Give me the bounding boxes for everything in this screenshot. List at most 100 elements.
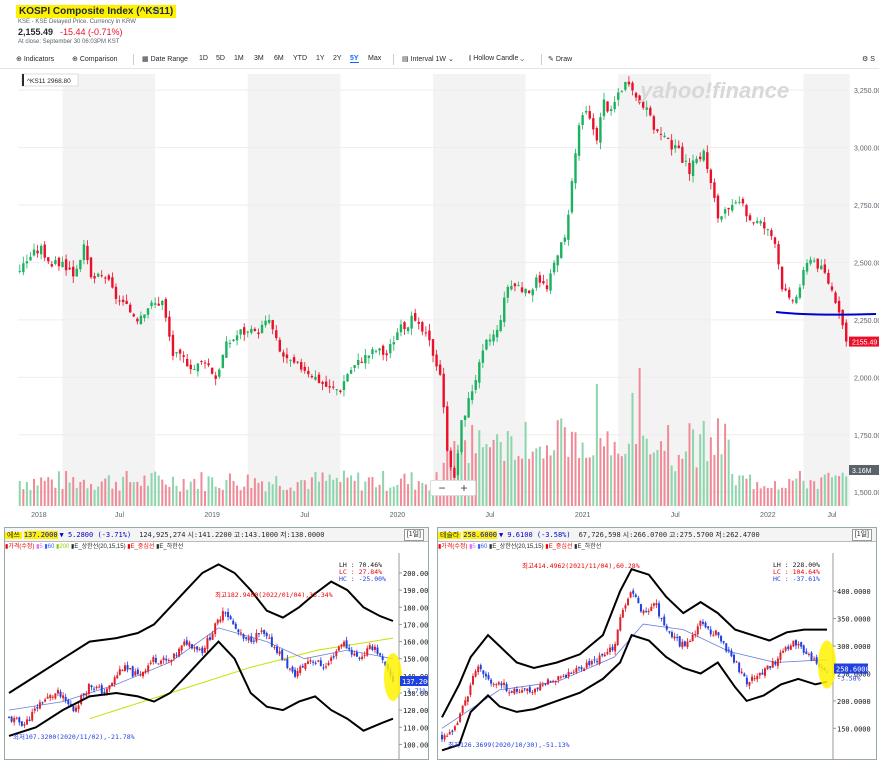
range-1d[interactable]: 1D	[199, 55, 208, 62]
price-candle	[232, 621, 234, 625]
candle-body	[596, 128, 598, 140]
zoom-out-button[interactable]: −	[438, 481, 445, 495]
left-period-button[interactable]: [1일]	[404, 529, 424, 541]
y-tick-label: 2,500.00	[854, 260, 879, 267]
kospi-chart[interactable]: 1,500.00 1,750.00 2,000.00 2,250.00 2,500.00…	[0, 70, 879, 522]
candle-body	[232, 340, 234, 342]
right-period-button[interactable]: [1일]	[852, 529, 872, 541]
volume-bar	[770, 488, 772, 506]
right-stock-name[interactable]: 테슬라	[438, 532, 461, 539]
left-price-chart[interactable]: 100.0000110.0000120.0000130.0000140.0000…	[5, 553, 428, 760]
price-candle	[550, 681, 552, 682]
chart-type-dropdown[interactable]: ⫾ Hollow Candle ⌄	[469, 55, 524, 63]
volume-bar	[275, 476, 277, 506]
main-chart-area[interactable]: 1,500.00 1,750.00 2,000.00 2,250.00 2,500.00…	[0, 70, 879, 522]
indicators-button[interactable]: ⊕ Indicators	[16, 55, 54, 63]
range-5y[interactable]: 5Y	[350, 55, 359, 63]
price-candle	[666, 626, 668, 630]
right-price-chart[interactable]: 150.0000 200.0000 250.0000 300.0000 350.0000…	[438, 553, 876, 760]
candle-body	[824, 264, 826, 272]
volume-bar	[607, 431, 609, 506]
envelope-lower-line	[442, 635, 827, 750]
y-tick-label: 2,750.00	[854, 203, 879, 210]
price-candle	[689, 641, 691, 642]
volume-bar	[550, 455, 552, 506]
range-max[interactable]: Max	[368, 55, 381, 62]
volume-bar	[233, 481, 235, 506]
candle-body	[389, 344, 391, 353]
price-candle	[441, 735, 443, 740]
candle-body	[425, 332, 427, 333]
volume-bar	[247, 475, 249, 506]
price-candle	[537, 688, 539, 690]
price-candle	[191, 644, 193, 648]
candle-body	[168, 317, 170, 337]
candle-body	[357, 360, 359, 365]
candle-body	[172, 335, 174, 356]
volume-bar	[286, 490, 288, 506]
candle-body	[378, 348, 380, 350]
stat-line: HC : -25.00%	[339, 575, 386, 583]
volume-bar	[379, 485, 381, 506]
price-candle	[606, 652, 608, 654]
y-tick-label: 300.0000	[837, 643, 871, 651]
price-candle	[88, 684, 90, 694]
range-3m[interactable]: 3M	[254, 55, 264, 62]
range-1y[interactable]: 1Y	[316, 55, 325, 62]
price-candle	[168, 660, 170, 661]
candle-body	[703, 151, 705, 161]
candle-body	[264, 321, 266, 326]
candle-body	[464, 416, 466, 420]
settings-button[interactable]: ⚙ S	[862, 55, 875, 63]
price-candle	[570, 673, 572, 674]
volume-bar	[542, 458, 544, 506]
candle-body	[564, 238, 566, 242]
volume-bar	[646, 439, 648, 506]
left-stock-name[interactable]: 에쓰	[5, 532, 22, 539]
volume-bar	[564, 427, 566, 506]
chart-type-label: Hollow Candle	[473, 55, 518, 62]
volume-bar	[90, 484, 92, 506]
price-candle	[730, 651, 732, 657]
draw-button[interactable]: ✎ Draw	[548, 55, 572, 63]
candle-body	[115, 287, 117, 299]
price-candle	[250, 636, 252, 642]
interval-dropdown[interactable]: ▤ Interval 1W ⌄	[402, 55, 454, 63]
candle-body	[101, 275, 103, 276]
volume-bar	[592, 455, 594, 506]
range-2y[interactable]: 2Y	[333, 55, 342, 62]
range-1m[interactable]: 1M	[234, 55, 244, 62]
change-percent: (-0.71%)	[88, 27, 123, 37]
volume-bar	[557, 420, 559, 506]
range-5d[interactable]: 5D	[216, 55, 225, 62]
volume-bar	[464, 440, 466, 506]
comparison-button[interactable]: ⊕ Comparison	[72, 55, 118, 63]
y-tick-label: 150.0000	[837, 725, 871, 733]
zoom-in-button[interactable]: +	[460, 481, 467, 495]
volume-bar	[835, 475, 837, 506]
plus-circle-icon: ⊕	[16, 56, 22, 63]
price-candle	[276, 647, 278, 653]
candle-body	[225, 341, 227, 357]
volume-bar	[29, 490, 31, 506]
price-candle	[795, 640, 797, 645]
volume-bar	[136, 482, 138, 506]
candle-body	[154, 303, 156, 305]
candle-body	[311, 376, 313, 377]
range-ytd[interactable]: YTD	[293, 55, 307, 62]
price-candle	[307, 661, 309, 664]
star-icon[interactable]: ☆	[151, 4, 161, 17]
price-candle	[562, 676, 564, 677]
price-candle	[733, 655, 735, 663]
volume-bar	[40, 477, 42, 506]
price-candle	[519, 692, 521, 693]
range-6m[interactable]: 6M	[274, 55, 284, 62]
volume-bar	[799, 471, 801, 506]
date-range-button[interactable]: ▦ Date Range	[142, 55, 188, 63]
candle-body	[150, 302, 152, 306]
volume-bar	[165, 485, 167, 506]
price-candle	[206, 638, 208, 649]
candle-body	[136, 319, 138, 322]
volume-bar	[62, 489, 64, 506]
price-candle	[36, 707, 38, 708]
